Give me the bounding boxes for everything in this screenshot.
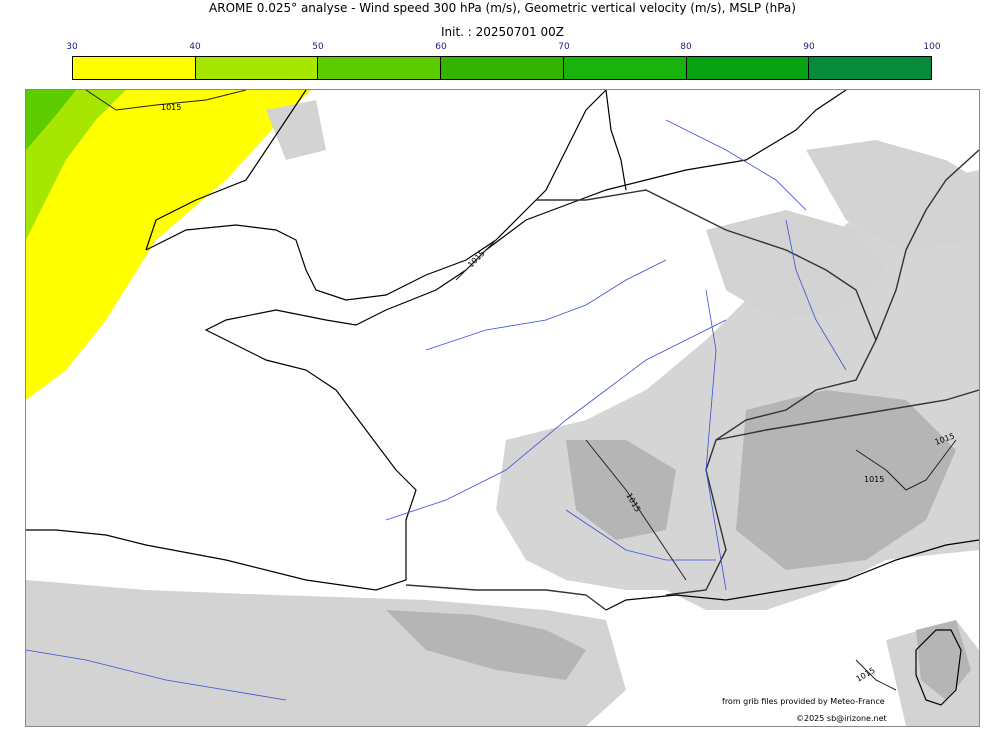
colorbar-swatch bbox=[686, 57, 810, 79]
colorbar-swatch bbox=[809, 57, 932, 79]
coastlines bbox=[26, 90, 979, 706]
colorbar-tick: 60 bbox=[435, 42, 447, 52]
colorbar-tick: 90 bbox=[803, 42, 815, 52]
copyright-credit: ©2025 sb@irizone.net bbox=[796, 714, 887, 723]
init-time: Init. : 20250701 00Z bbox=[440, 25, 565, 39]
isobar-label: 1015 bbox=[864, 475, 884, 484]
colorbar-tick: 50 bbox=[312, 42, 324, 52]
map-canvas: 1015 1015 1015 1015 1015 1015 bbox=[26, 90, 979, 726]
colorbar-tick: 40 bbox=[189, 42, 201, 52]
isobar-label: 1015 bbox=[161, 103, 181, 112]
colorbar-swatch bbox=[73, 57, 196, 79]
colorbar bbox=[72, 56, 932, 80]
colorbar-swatch bbox=[318, 57, 442, 79]
wind-area-30-40 bbox=[26, 90, 311, 400]
colorbar-swatch bbox=[563, 57, 687, 79]
colorbar-tick: 80 bbox=[680, 42, 692, 52]
isobars bbox=[85, 90, 957, 691]
weather-map: 1015 1015 1015 1015 1015 1015 bbox=[25, 89, 980, 727]
isobar-label: 1015 bbox=[855, 666, 877, 684]
colorbar-tick-labels: 30 40 50 60 70 80 90 100 bbox=[66, 42, 940, 54]
colorbar-tick: 100 bbox=[923, 42, 941, 52]
rivers bbox=[26, 119, 847, 701]
chart-title: AROME 0.025° analyse - Wind speed 300 hP… bbox=[209, 1, 796, 15]
data-source-credit: from grib files provided by Meteo-France bbox=[722, 697, 885, 706]
colorbar-swatch bbox=[441, 57, 564, 79]
wind-area-40-50 bbox=[26, 90, 126, 240]
colorbar-swatch bbox=[195, 57, 319, 79]
colorbar-tick: 30 bbox=[66, 42, 78, 52]
colorbar-tick: 70 bbox=[558, 42, 570, 52]
wind-area-50-60 bbox=[26, 90, 76, 150]
country-borders bbox=[405, 149, 979, 611]
